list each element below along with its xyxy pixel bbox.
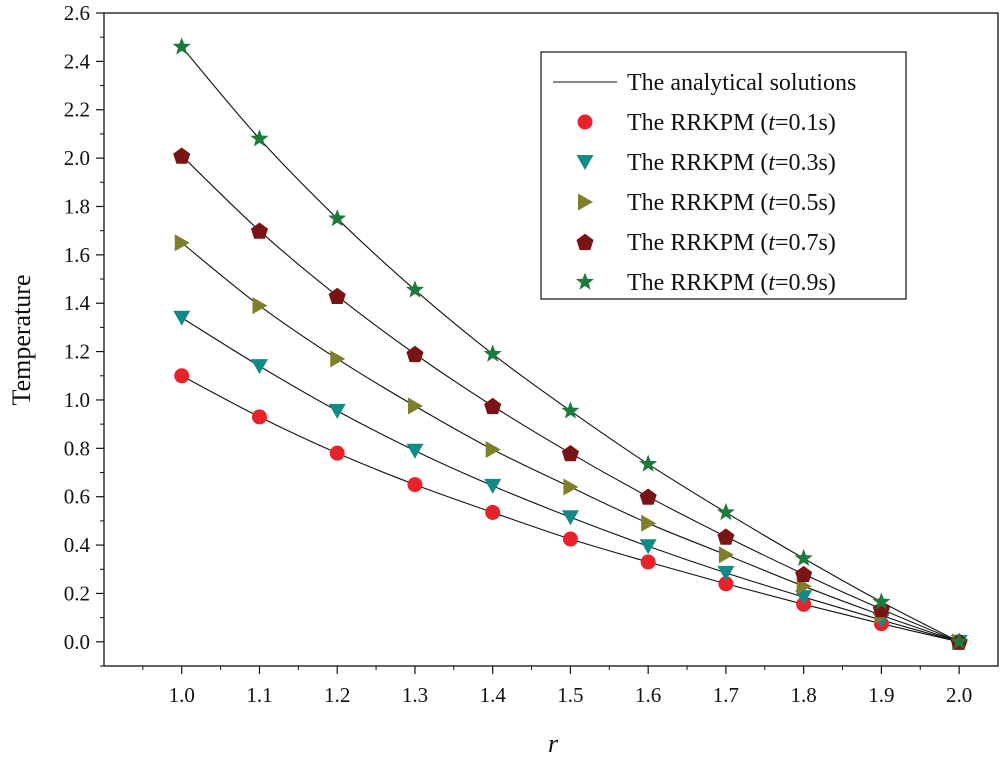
y-tick-label: 2.4 [64, 49, 91, 73]
data-point [562, 531, 578, 547]
legend-label: The RRKPM (t=0.7s) [627, 230, 836, 256]
x-tick-label: 1.7 [713, 683, 739, 707]
x-tick-label: 1.4 [480, 683, 507, 707]
data-point [483, 344, 502, 362]
analytical-line [181, 375, 960, 643]
y-tick-label: 0.4 [64, 533, 91, 557]
data-point [406, 443, 424, 459]
data-point [640, 554, 656, 570]
plot-frame [103, 12, 999, 667]
y-tick-label: 1.2 [64, 340, 90, 364]
data-point [639, 539, 657, 555]
legend-label: The analytical solutions [627, 70, 856, 96]
legend-marker [578, 193, 593, 211]
data-point [407, 397, 423, 415]
legend-marker [575, 272, 595, 290]
data-point [484, 478, 502, 494]
y-tick-label: 1.8 [64, 194, 90, 218]
analytical-line [181, 242, 960, 643]
legend-marker [577, 114, 593, 130]
data-point [328, 287, 346, 305]
data-point [950, 632, 969, 650]
x-tick-label: 2.0 [946, 683, 972, 707]
data-point [330, 350, 346, 368]
data-point [172, 37, 191, 55]
y-tick-label: 1.0 [64, 388, 90, 412]
y-tick-label: 0.2 [64, 581, 90, 605]
data-point [561, 444, 579, 462]
y-tick-label: 0.0 [64, 630, 90, 654]
x-tick-label: 1.3 [402, 683, 428, 707]
analytical-line [181, 46, 960, 643]
data-point [250, 359, 268, 375]
data-point [561, 401, 580, 419]
y-axis-label: Temperature [7, 275, 36, 406]
data-point [639, 488, 657, 505]
x-tick-label: 1.2 [324, 683, 350, 707]
data-point [716, 502, 735, 521]
data-point [485, 441, 501, 459]
x-tick-label: 1.5 [557, 683, 583, 707]
x-tick-label: 1.9 [868, 683, 894, 707]
data-point [639, 454, 658, 472]
data-point [250, 129, 269, 147]
x-tick-label: 1.1 [246, 683, 272, 707]
data-point [174, 234, 190, 252]
data-point [561, 510, 579, 526]
x-tick-label: 1.8 [791, 683, 817, 707]
legend-label: The RRKPM (t=0.3s) [627, 150, 836, 176]
data-point [718, 546, 734, 564]
data-point [795, 590, 813, 606]
y-tick-label: 1.6 [64, 243, 90, 267]
data-point [641, 514, 657, 532]
x-tick-label: 1.6 [635, 683, 661, 707]
data-point [173, 310, 191, 326]
data-point [328, 209, 347, 227]
data-point [406, 345, 424, 363]
analytical-line [181, 317, 960, 643]
data-point [173, 147, 191, 164]
plot-area: 1.0 1.1 1.2 1.3 1.4 1.5 1.6 1.7 1.8 1.9 2.0 0.0 0.2 0… [64, 1, 999, 707]
y-tick-label: 2.6 [64, 1, 90, 25]
y-tick-label: 2.0 [64, 146, 90, 170]
data-point [329, 445, 345, 461]
legend-label: The RRKPM (t=0.9s) [627, 270, 836, 296]
data-point [872, 592, 891, 610]
data-point [251, 409, 267, 425]
y-tick-label: 1.4 [64, 291, 91, 315]
legend-marker [576, 233, 594, 251]
legend: The analytical solutions The RRKPM (t=0.1… [540, 51, 907, 300]
data-point [484, 397, 502, 415]
data-point [485, 504, 501, 520]
data-point [717, 528, 735, 545]
data-point [794, 548, 813, 567]
data-point [405, 280, 424, 298]
data-point [174, 368, 190, 384]
data-point [250, 222, 269, 239]
data-point [563, 478, 579, 496]
legend-box [540, 51, 907, 300]
legend-label: The RRKPM (t=0.1s) [627, 110, 836, 136]
data-point [328, 403, 346, 419]
y-tick-label: 0.8 [64, 436, 90, 460]
data-point [718, 576, 734, 592]
data-point [252, 297, 268, 315]
data-point [407, 477, 423, 493]
x-tick-label: 1.0 [169, 683, 195, 707]
y-tick-label: 0.6 [64, 485, 90, 509]
x-axis-label: r [548, 729, 559, 758]
data-point [717, 565, 735, 581]
legend-marker [576, 155, 594, 170]
legend-label: The RRKPM (t=0.5s) [627, 190, 836, 216]
data-point [795, 565, 813, 583]
y-tick-label: 2.2 [64, 98, 90, 122]
